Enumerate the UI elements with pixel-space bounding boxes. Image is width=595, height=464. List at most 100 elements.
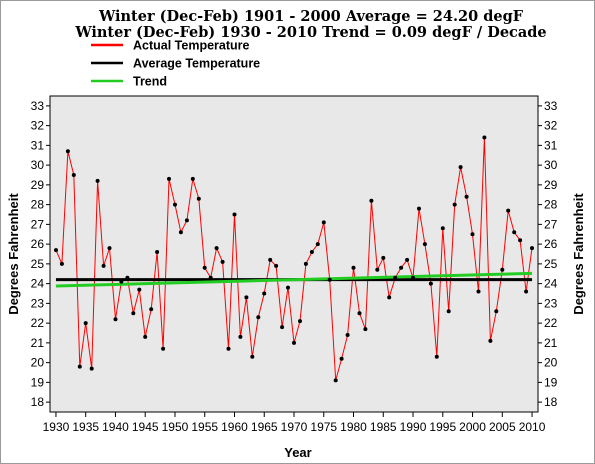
data-point xyxy=(333,378,338,383)
data-point xyxy=(119,279,124,284)
x-axis: 1930 1935 1940 1945 1950 1955 1960 1965 1970 1975… xyxy=(43,412,546,434)
data-point xyxy=(512,230,517,235)
data-point xyxy=(54,248,58,253)
y-tick-label-left: 21 xyxy=(31,336,45,350)
data-point xyxy=(363,327,368,332)
data-point xyxy=(137,287,142,292)
data-point xyxy=(339,356,344,361)
y-tick-label-right: 18 xyxy=(544,395,558,409)
chart-subtitle: Winter (Dec-Feb) 1930 - 2010 Trend = 0.0… xyxy=(74,24,546,41)
y-tick-label-left: 19 xyxy=(31,375,45,389)
trend-line xyxy=(55,271,533,288)
x-tick-label: 1950 xyxy=(162,420,189,434)
y-tick-label-right: 33 xyxy=(544,99,558,113)
y-tick-label-right: 19 xyxy=(544,375,558,389)
y-axis-right: 18 19 20 21 22 23 24 25 26 27 28 29 30 31 32 33 xyxy=(538,99,558,409)
y-axis-left: 18 19 20 21 22 23 24 25 26 27 28 29 30 31 32 33 xyxy=(31,99,50,409)
x-tick-label: 2005 xyxy=(489,420,516,434)
data-point xyxy=(488,338,493,343)
y-tick-label-left: 33 xyxy=(31,99,45,113)
x-axis-label: Year xyxy=(284,445,311,460)
data-point xyxy=(446,309,451,314)
data-point xyxy=(369,198,374,203)
data-point xyxy=(309,250,314,254)
data-point xyxy=(518,238,523,243)
data-point xyxy=(184,218,189,223)
y-tick-label-right: 20 xyxy=(544,356,558,370)
data-point xyxy=(476,289,481,294)
y-tick-label-right: 30 xyxy=(544,158,558,172)
y-tick-label-left: 26 xyxy=(31,237,45,251)
y-tick-label-right: 23 xyxy=(544,296,558,310)
data-point xyxy=(327,277,332,282)
data-point xyxy=(155,250,160,254)
data-point xyxy=(375,267,380,272)
x-tick-label: 1940 xyxy=(102,420,129,434)
y-tick-label-left: 23 xyxy=(31,296,45,310)
data-point xyxy=(303,261,308,266)
data-point xyxy=(238,334,243,339)
data-point xyxy=(387,295,392,300)
y-tick-label-left: 27 xyxy=(31,217,45,231)
data-point xyxy=(530,246,534,251)
data-point xyxy=(190,176,195,181)
y-tick-label-left: 25 xyxy=(31,257,45,271)
data-point xyxy=(464,194,469,199)
data-point xyxy=(524,289,529,294)
x-tick-label: 1955 xyxy=(191,420,218,434)
data-point xyxy=(101,263,106,268)
data-point xyxy=(422,242,427,247)
plot-area xyxy=(49,95,539,413)
data-point xyxy=(280,325,285,330)
data-point xyxy=(399,265,404,270)
data-point xyxy=(161,346,166,351)
y-tick-label-right: 32 xyxy=(544,119,558,133)
x-tick-label: 1990 xyxy=(400,420,427,434)
data-point xyxy=(405,257,410,262)
y-tick-label-left: 24 xyxy=(31,277,45,291)
data-point xyxy=(494,309,499,314)
x-tick-label: 2010 xyxy=(519,420,546,434)
data-point xyxy=(173,202,177,207)
data-point xyxy=(131,311,136,316)
legend-label-actual: Actual Temperature xyxy=(133,39,250,53)
data-point xyxy=(167,176,171,181)
y-tick-label-left: 30 xyxy=(31,158,45,172)
data-point xyxy=(262,291,267,296)
legend-label-average: Average Temperature xyxy=(133,57,260,71)
x-tick-label: 1975 xyxy=(310,420,337,434)
data-point xyxy=(83,321,88,326)
data-point xyxy=(500,267,505,272)
data-point xyxy=(470,232,475,237)
y-tick-label-right: 24 xyxy=(544,277,558,291)
y-tick-label-right: 31 xyxy=(544,138,558,152)
data-point xyxy=(113,317,118,322)
data-point xyxy=(59,261,64,266)
data-point xyxy=(458,165,463,170)
x-tick-label: 1930 xyxy=(43,420,70,434)
y-tick-label-left: 31 xyxy=(31,138,45,152)
data-point xyxy=(149,307,154,312)
data-point xyxy=(292,340,296,345)
data-point xyxy=(143,334,148,339)
data-point xyxy=(65,149,70,154)
x-tick-label: 1960 xyxy=(221,420,248,434)
x-tick-label: 1980 xyxy=(340,420,367,434)
data-point xyxy=(196,196,201,201)
x-tick-label: 1935 xyxy=(72,420,99,434)
data-point xyxy=(428,281,433,286)
data-point xyxy=(226,346,231,351)
y-tick-label-right: 21 xyxy=(544,336,558,350)
y-tick-label-right: 28 xyxy=(544,198,558,212)
data-point xyxy=(298,319,302,324)
y-tick-label-right: 22 xyxy=(544,316,558,330)
data-point xyxy=(286,285,290,290)
x-tick-label: 1945 xyxy=(132,420,159,434)
series-points xyxy=(54,135,534,383)
y-tick-label-left: 29 xyxy=(31,178,45,192)
y-tick-label-right: 29 xyxy=(544,178,558,192)
data-point xyxy=(315,242,320,247)
data-point xyxy=(107,246,112,251)
data-point xyxy=(220,259,225,264)
